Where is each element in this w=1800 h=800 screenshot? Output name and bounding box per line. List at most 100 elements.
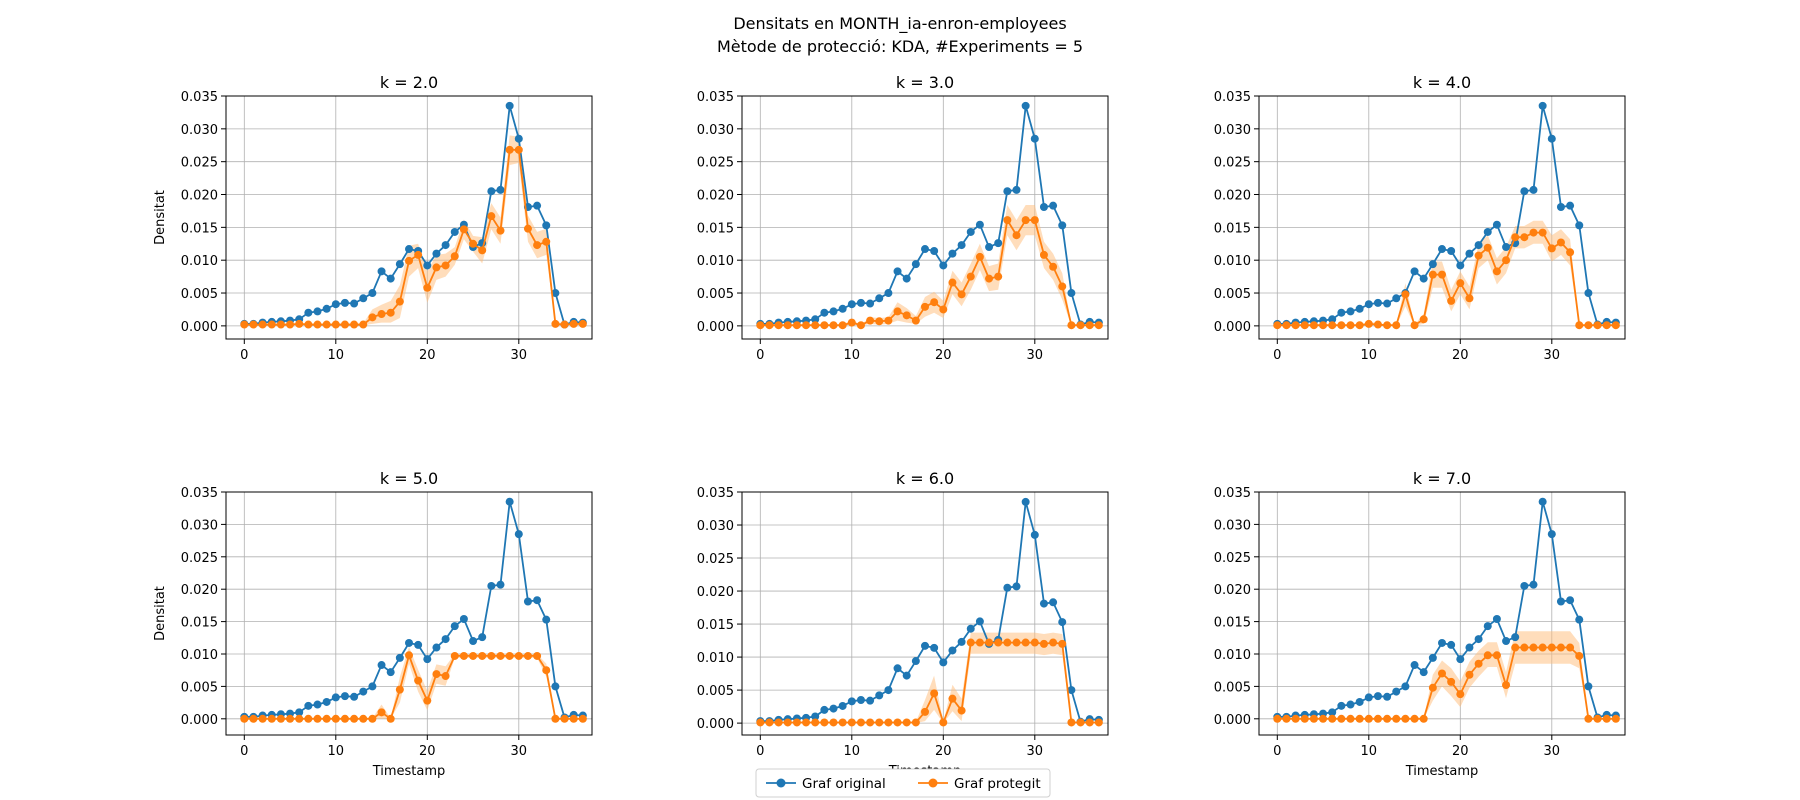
- y-tick-label: 0.020: [697, 189, 734, 204]
- series-protected-point: [1373, 320, 1382, 329]
- series-protected-point: [1067, 321, 1076, 330]
- legend-protected-marker: [928, 778, 938, 788]
- y-tick-label: 0.020: [181, 189, 218, 204]
- series-original-point: [1465, 643, 1474, 652]
- plot-area: [1259, 96, 1625, 339]
- series-protected-point: [1076, 321, 1085, 330]
- x-tick-label: 10: [1361, 348, 1378, 363]
- y-tick-label: 0.015: [697, 221, 734, 236]
- series-protected-point: [459, 225, 468, 234]
- y-tick-label: 0.015: [697, 618, 734, 633]
- series-protected-point: [966, 638, 975, 647]
- series-protected-point: [533, 651, 542, 660]
- y-tick-label: 0.015: [1214, 616, 1251, 631]
- x-axis-label: Timestamp: [372, 764, 446, 779]
- series-original-point: [533, 596, 542, 605]
- series-protected-point: [478, 651, 487, 660]
- series-protected-point: [322, 714, 331, 723]
- series-protected-point: [1428, 683, 1437, 692]
- series-original-point: [386, 668, 395, 677]
- series-original-point: [1492, 220, 1501, 229]
- series-protected-point: [432, 670, 441, 679]
- figure-suptitle-line2: Mètode de protecció: KDA, #Experiments =…: [717, 37, 1083, 56]
- series-protected-point: [1094, 321, 1103, 330]
- series-original-point: [975, 220, 984, 229]
- series-protected-point: [240, 320, 249, 329]
- series-original-point: [350, 299, 359, 308]
- series-original-point: [875, 294, 884, 303]
- series-original-point: [1438, 245, 1446, 254]
- series-original-point: [405, 245, 413, 254]
- series-protected-point: [1309, 321, 1318, 330]
- series-original-point: [1547, 530, 1556, 539]
- y-tick-label: 0.030: [1214, 518, 1251, 533]
- series-protected-point: [930, 689, 939, 698]
- series-protected-point: [1003, 638, 1012, 647]
- series-protected-point: [820, 718, 829, 727]
- series-protected-point: [957, 706, 966, 715]
- series-protected-point: [1401, 714, 1410, 723]
- series-original-point: [1456, 655, 1465, 664]
- legend-original-label: Graf original: [802, 776, 886, 792]
- series-original-point: [1067, 686, 1076, 695]
- y-tick-label: 0.005: [1214, 287, 1251, 302]
- series-protected-point: [1067, 718, 1076, 727]
- series-protected-point: [551, 319, 560, 328]
- series-protected-point: [1282, 321, 1291, 330]
- y-tick-label: 0.000: [181, 320, 218, 335]
- series-original-point: [514, 134, 523, 143]
- series-protected-point: [1575, 321, 1584, 330]
- series-protected-point: [1602, 321, 1611, 330]
- series-protected-point: [1003, 216, 1012, 225]
- axes-frame: [1258, 95, 1626, 340]
- series-original-point: [875, 691, 884, 700]
- series-original-point: [948, 646, 957, 655]
- series-original-point: [450, 622, 459, 631]
- series-protected-point: [1547, 643, 1556, 652]
- series-protected-point: [829, 321, 838, 330]
- series-protected-point: [1502, 681, 1511, 690]
- figure-suptitle-line1: Densitats en MONTH_ia-enron-employees: [733, 14, 1066, 34]
- series-original-point: [487, 187, 496, 196]
- series-original-point: [1039, 599, 1048, 608]
- series-protected-point: [939, 718, 948, 727]
- series-original-point: [459, 615, 468, 624]
- series-original-point: [1355, 697, 1364, 706]
- series-original-point: [469, 637, 478, 646]
- series-original-point: [975, 617, 984, 626]
- series-original-point: [1328, 315, 1337, 324]
- plot-area: [226, 96, 592, 339]
- series-original-point: [994, 239, 1003, 248]
- y-tick-label: 0.005: [181, 287, 218, 302]
- series-protected-point: [267, 714, 276, 723]
- series-protected-point: [569, 714, 578, 723]
- y-tick-label: 0.020: [1214, 583, 1251, 598]
- series-protected-point: [1566, 248, 1575, 257]
- series-protected-point: [542, 237, 551, 246]
- series-protected-point: [368, 714, 377, 723]
- series-protected-point: [487, 651, 496, 660]
- subplot-5: 0 10 20 30 0.000 0.005 0.010 0.015 0.020 0.025 0.0…: [697, 469, 1109, 779]
- series-original-point: [829, 704, 838, 713]
- series-original-point: [884, 289, 893, 298]
- series-original-point: [1003, 583, 1012, 592]
- series-protected-point: [1282, 714, 1291, 723]
- y-tick-label: 0.000: [1214, 320, 1251, 335]
- series-original-point: [1030, 134, 1039, 143]
- series-protected-point: [1383, 714, 1392, 723]
- series-protected-point: [1483, 243, 1492, 252]
- series-original-point: [1575, 221, 1584, 230]
- series-protected-point: [377, 708, 386, 717]
- series-original-point: [368, 289, 377, 298]
- series-protected-point: [792, 321, 801, 330]
- series-protected-point: [1566, 643, 1575, 652]
- series-original-point: [1392, 687, 1401, 696]
- protected-band: [760, 632, 1099, 724]
- series-protected-point: [313, 320, 322, 329]
- series-original-point: [313, 307, 322, 316]
- series-protected-point: [985, 638, 994, 647]
- series-original-point: [1511, 633, 1520, 642]
- y-tick-label: 0.030: [181, 518, 218, 533]
- series-original-point: [350, 692, 359, 701]
- series-protected-point: [1030, 638, 1039, 647]
